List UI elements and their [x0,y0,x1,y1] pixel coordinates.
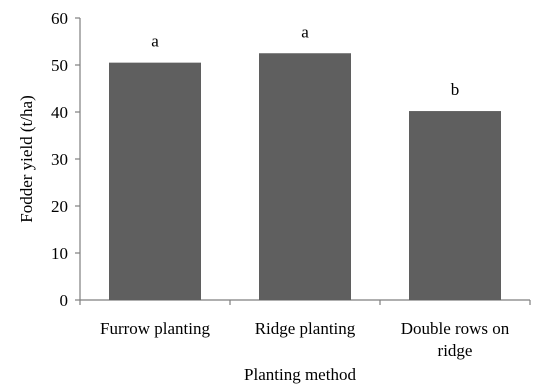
category-label: ridge [438,341,473,360]
x-ticks [79,300,531,305]
y-tick-label: 40 [51,103,68,122]
category-labels: Furrow planting Ridge planting Double rows… [100,319,510,360]
y-tick-label: 10 [51,244,68,263]
bar [109,62,201,301]
data-label: a [301,22,309,41]
y-tick-label: 20 [51,197,68,216]
y-tick-label: 0 [60,291,69,310]
category-label: Ridge planting [255,319,356,338]
category-label: Furrow planting [100,319,211,338]
y-axis-title: Fodder yield (t/ha) [17,95,36,222]
data-label: a [151,32,159,51]
data-labels: a a b [151,22,459,99]
bar [409,111,501,300]
data-label: b [451,80,460,99]
bar [259,53,351,300]
bars [109,53,501,301]
y-tick-label: 60 [51,9,68,28]
category-label: Double rows on [401,319,510,338]
y-tick-label: 50 [51,56,68,75]
x-axis-title: Planting method [244,365,356,384]
y-ticks: 0 10 20 30 40 50 60 [51,9,80,310]
y-tick-label: 30 [51,150,68,169]
